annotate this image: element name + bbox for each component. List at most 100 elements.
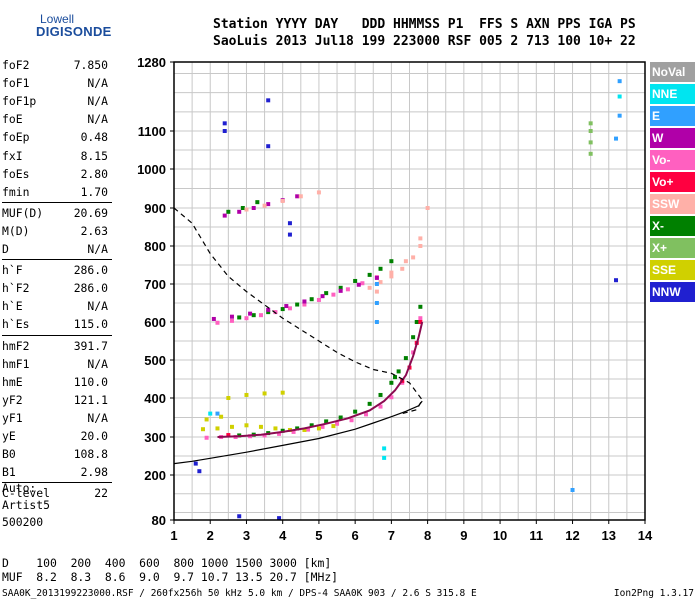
param-name: foE (2, 112, 23, 127)
legend-item-x: X+ (650, 238, 695, 258)
param-row: hmE 110.0 (2, 373, 108, 391)
data-point (324, 419, 329, 424)
data-point (364, 412, 369, 417)
data-point (411, 350, 416, 355)
param-name: h`F2 (2, 281, 30, 296)
param-name: foF1 (2, 76, 30, 91)
param-row: h`F 286.0 (2, 261, 108, 279)
logo-lowell-text: Lowell (40, 12, 75, 26)
data-point (367, 285, 372, 290)
x-tick-label: 6 (352, 528, 359, 543)
data-point (306, 427, 311, 432)
params-separator (2, 334, 112, 336)
data-point (367, 272, 372, 277)
series-line-muf-dashed (173, 207, 423, 415)
data-point (291, 429, 296, 434)
param-value: 7.850 (73, 58, 108, 72)
data-point (414, 320, 419, 324)
data-point (219, 414, 224, 419)
param-name: h`F (2, 263, 23, 278)
param-value: N/A (87, 299, 108, 314)
data-point (338, 415, 343, 420)
data-point (251, 206, 256, 210)
param-value: N/A (87, 94, 108, 109)
param-value: N/A (87, 76, 108, 91)
data-point (309, 297, 314, 302)
legend-item-noval: NoVal (650, 62, 695, 82)
data-point (389, 380, 394, 385)
series-vo (204, 275, 423, 440)
data-point (389, 270, 394, 275)
x-tick-label: 9 (460, 528, 467, 543)
y-tick-label: 500 (144, 353, 166, 368)
x-tick-label: 13 (602, 528, 616, 543)
param-row: D N/A (2, 240, 108, 258)
x-tick-label: 2 (207, 528, 214, 543)
param-name: h`E (2, 299, 23, 314)
param-value: N/A (87, 112, 108, 127)
legend-item-x: X- (650, 216, 695, 236)
data-point (258, 313, 263, 318)
header-line-values: SaoLuis 2013 Jul18 199 223000 RSF 005 2 … (213, 34, 636, 49)
data-point (222, 213, 227, 218)
auto-label: Auto: (2, 481, 37, 495)
data-point (400, 266, 405, 271)
series-line-profile (173, 400, 423, 465)
params-separator (2, 259, 112, 261)
data-point (237, 209, 242, 214)
data-point (614, 136, 619, 141)
data-point (356, 282, 361, 287)
data-point (266, 307, 271, 312)
data-point (316, 426, 321, 431)
param-row: fxI 8.15 (2, 147, 108, 165)
data-point (204, 435, 209, 440)
data-point (226, 433, 231, 438)
param-name: foEs (2, 166, 30, 181)
data-point (393, 375, 398, 380)
x-tick-label: 1 (170, 528, 177, 543)
data-point (316, 190, 321, 195)
data-point (374, 301, 379, 305)
muf-row: MUF 8.2 8.3 8.6 9.0 9.7 10.7 13.5 20.7 [… (2, 570, 339, 584)
data-point (418, 304, 423, 309)
param-name: yE (2, 429, 16, 443)
data-point (302, 302, 307, 307)
param-value: 121.1 (73, 392, 108, 407)
data-point (266, 144, 271, 149)
param-row: foEs 2.80 (2, 165, 108, 183)
param-value: 2.98 (80, 465, 108, 480)
logo-digisonde-text: DIGISONDE (36, 24, 112, 39)
param-name: M(D) (2, 223, 30, 238)
data-point (229, 318, 234, 323)
data-point (215, 411, 220, 416)
x-tick-label: 7 (388, 528, 395, 543)
param-value: N/A (87, 242, 108, 256)
data-point (418, 244, 423, 248)
x-tick-label: 11 (529, 528, 543, 543)
data-point (237, 514, 242, 519)
param-value: 20.69 (73, 205, 108, 220)
data-point (374, 320, 379, 324)
x-axis-ticks: 1 2 3 4 5 6 7 8 9 10 11 12 13 14 (170, 520, 653, 543)
data-point (266, 98, 271, 103)
data-point (349, 418, 354, 423)
param-row: hmF1 N/A (2, 355, 108, 373)
data-point (211, 316, 216, 321)
legend-item-nnw: NNW (650, 282, 695, 302)
chart-series (173, 79, 622, 521)
data-point (295, 194, 300, 199)
legend-item-vo: Vo- (650, 150, 695, 170)
data-point (389, 274, 394, 279)
data-point (287, 306, 292, 311)
data-point (248, 311, 253, 316)
x-tick-label: 8 (424, 528, 431, 543)
data-point (251, 313, 256, 318)
param-name: fxI (2, 148, 23, 163)
y-tick-label: 200 (144, 468, 166, 483)
param-row: yF2 121.1 (2, 391, 108, 409)
param-row: foF2 7.850 (2, 56, 108, 74)
param-row: B0 108.8 (2, 445, 108, 463)
data-point (244, 207, 249, 212)
param-name: yF1 (2, 410, 23, 425)
data-point (280, 390, 285, 395)
